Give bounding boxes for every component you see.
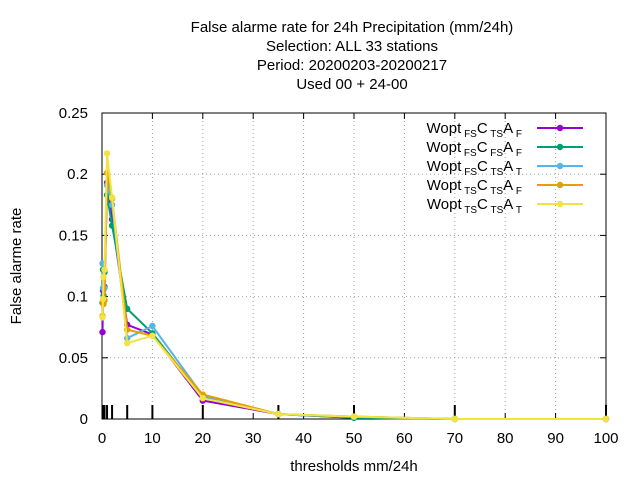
legend-text-part: Wopt bbox=[427, 158, 463, 175]
legend-text-part: C bbox=[477, 158, 488, 175]
title-line: Period: 20200203-20200217 bbox=[257, 57, 447, 74]
data-point bbox=[602, 415, 610, 423]
legend-text-part: Wopt bbox=[426, 139, 462, 156]
legend-subscript: F bbox=[513, 148, 522, 159]
legend-swatch-point bbox=[556, 200, 564, 208]
legend-entry-4: Wopt TSC TSA F bbox=[427, 177, 583, 197]
data-point bbox=[149, 332, 156, 339]
legend-text-part: Wopt bbox=[427, 120, 463, 137]
title-line: False alarme rate for 24h Precipitation … bbox=[191, 19, 514, 36]
y-axis-ticks: 0 0.05 0.1 0.15 0.2 0.25 bbox=[59, 105, 606, 428]
x-axis-ticks: 0 10 20 30 40 50 60 70 80 90 100 bbox=[98, 113, 619, 447]
legend-subscript: FS bbox=[461, 129, 477, 140]
legend-subscript: FS bbox=[461, 167, 477, 178]
series-line-3 bbox=[101, 184, 606, 420]
legend-subscript: T bbox=[513, 167, 522, 178]
legend-text-part: C bbox=[477, 177, 488, 194]
y-tick-label: 0.05 bbox=[59, 350, 88, 367]
x-tick-label: 20 bbox=[194, 430, 211, 447]
y-axis-label: False alarme rate bbox=[8, 208, 25, 325]
y-tick-label: 0.2 bbox=[67, 166, 88, 183]
data-point bbox=[199, 394, 206, 402]
y-tick-label: 0.25 bbox=[59, 105, 88, 122]
legend-text-part: C bbox=[477, 120, 488, 137]
legend-entry-5: Wopt TSC TSA T bbox=[427, 196, 583, 216]
chart-title: False alarme rate for 24h Precipitation … bbox=[191, 19, 514, 93]
legend-subscript: FS bbox=[461, 148, 477, 159]
x-tick-label: 50 bbox=[346, 430, 363, 447]
x-tick-label: 100 bbox=[593, 430, 618, 447]
legend-subscript: TS bbox=[488, 186, 504, 197]
data-point bbox=[99, 328, 106, 336]
legend-swatch-point bbox=[556, 124, 564, 132]
data-point bbox=[103, 150, 111, 157]
legend-text-part: A bbox=[503, 177, 513, 194]
legend-entry-3: Wopt FSC TSA T bbox=[427, 158, 583, 178]
grid-lines bbox=[102, 113, 606, 419]
x-axis-label: thresholds mm/24h bbox=[290, 458, 418, 475]
title-line: Selection: ALL 33 stations bbox=[266, 38, 438, 55]
x-tick-label: 60 bbox=[396, 430, 413, 447]
legend-label: Wopt TSC TSA F bbox=[427, 177, 522, 197]
x-tick-label: 90 bbox=[547, 430, 564, 447]
data-point bbox=[451, 415, 458, 423]
data-point bbox=[275, 410, 282, 418]
data-point bbox=[99, 295, 107, 303]
data-point bbox=[108, 194, 116, 201]
legend-subscript: TS bbox=[488, 167, 504, 178]
x-tick-label: 40 bbox=[295, 430, 312, 447]
legend-subscript: T bbox=[513, 205, 522, 216]
legend-subscript: TS bbox=[462, 205, 478, 216]
legend-text-part: A bbox=[503, 196, 513, 213]
legend-text-part: A bbox=[503, 139, 513, 156]
data-point bbox=[99, 314, 106, 321]
legend-text-part: Wopt bbox=[427, 177, 463, 194]
x-tick-label: 70 bbox=[446, 430, 463, 447]
legend-subscript: TS bbox=[488, 205, 504, 216]
x-tick-label: 30 bbox=[245, 430, 262, 447]
legend-subscript: TS bbox=[461, 186, 477, 197]
legend-label: Wopt FSC TSA F bbox=[427, 120, 522, 140]
legend-label: Wopt FSC TSA T bbox=[427, 158, 522, 178]
legend-text-part: Wopt bbox=[427, 196, 463, 213]
y-tick-label: 0 bbox=[80, 411, 88, 428]
legend-text-part: A bbox=[503, 158, 513, 175]
legend-subscript: FS bbox=[488, 148, 504, 159]
data-point bbox=[124, 339, 131, 347]
legend-text-part: A bbox=[503, 120, 513, 137]
data-point bbox=[100, 273, 107, 281]
legend-label: Wopt FSC FSA F bbox=[426, 139, 522, 159]
legend-swatch-point bbox=[556, 181, 564, 189]
y-tick-label: 0.15 bbox=[59, 227, 88, 244]
legend-entry-1: Wopt FSC TSA F bbox=[427, 120, 583, 140]
data-point bbox=[101, 266, 108, 273]
legend-text-part: C bbox=[477, 196, 488, 213]
legend-entry-2: Wopt FSC FSA F bbox=[426, 139, 583, 159]
y-tick-label: 0.1 bbox=[67, 289, 88, 306]
legend-label: Wopt TSC TSA T bbox=[427, 196, 522, 216]
x-tick-label: 10 bbox=[144, 430, 161, 447]
title-line: Used 00 + 24-00 bbox=[296, 76, 407, 93]
data-series bbox=[99, 150, 610, 423]
legend-subscript: F bbox=[513, 129, 522, 140]
x-tick-label: 80 bbox=[497, 430, 514, 447]
legend-swatch-point bbox=[556, 143, 564, 151]
legend-text-part: C bbox=[477, 139, 488, 156]
data-point bbox=[350, 413, 358, 420]
x-tick-label: 0 bbox=[98, 430, 106, 447]
legend-swatch-point bbox=[556, 162, 564, 170]
legend-subscript: TS bbox=[488, 129, 504, 140]
data-point bbox=[149, 322, 156, 330]
legend-subscript: F bbox=[513, 186, 522, 197]
series-line-1 bbox=[101, 182, 606, 420]
